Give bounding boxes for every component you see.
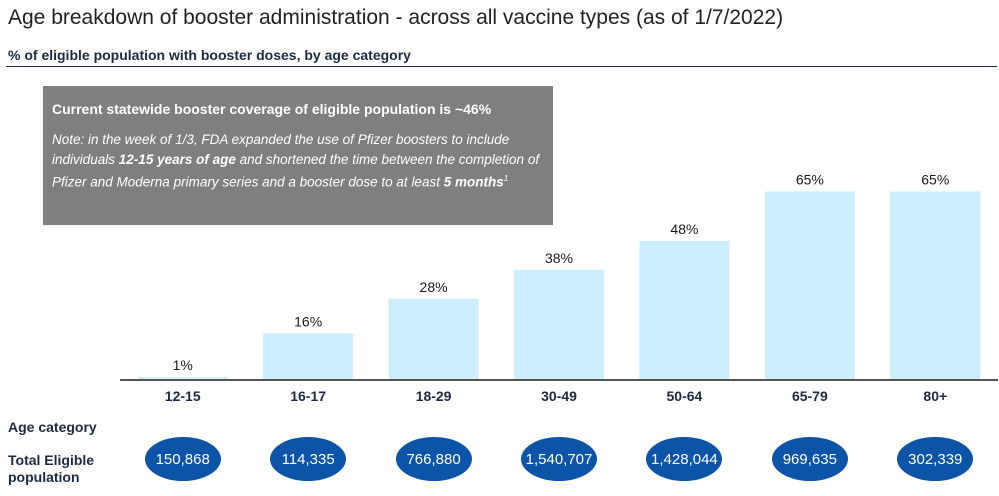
population-pill-30-49: 1,540,707 [521, 437, 597, 481]
population-pill-16-17: 114,335 [270, 437, 347, 481]
bar-50-64 [639, 240, 730, 380]
callout-note-age: 12-15 years of age [118, 151, 236, 167]
bar-18-29 [388, 298, 479, 380]
total-eligible-label: Total Eligible population [8, 452, 95, 485]
population-pill-50-64: 1,428,044 [646, 437, 723, 481]
tick-label-65-79: 65-79 [792, 388, 828, 404]
data-label-80+: 65% [921, 172, 949, 188]
bar-30-49 [514, 269, 604, 380]
coverage-callout: Current statewide booster coverage of el… [43, 86, 553, 225]
population-pill-18-29: 766,880 [395, 437, 472, 481]
bar-65-79 [764, 191, 855, 380]
tick-label-18-29: 18-29 [416, 388, 452, 404]
callout-note-text-2: and shortened the time between the compl… [52, 151, 540, 190]
callout-note-text: Note: in the week of 1/3, FDA expanded t… [52, 132, 510, 167]
tick-label-12-15: 12-15 [165, 388, 201, 404]
population-pill-65-79: 969,635 [771, 437, 848, 481]
tick-label-50-64: 50-64 [667, 388, 703, 404]
callout-note: Note: in the week of 1/3, FDA expanded t… [52, 130, 544, 192]
data-label-16-17: 16% [294, 314, 322, 330]
data-label-12-15: 1% [173, 357, 193, 373]
data-label-65-79: 65% [796, 172, 824, 188]
title-divider [6, 66, 997, 67]
data-label-50-64: 48% [670, 221, 698, 237]
callout-headline: Current statewide booster coverage of el… [52, 101, 492, 117]
footnote-marker: 1 [503, 174, 509, 183]
chart-title: Age breakdown of booster administration … [8, 6, 784, 29]
bar-16-17 [263, 333, 354, 380]
population-pill-12-15: 150,868 [144, 437, 221, 481]
tick-label-80+: 80+ [923, 388, 947, 404]
callout-note-months: 5 months [443, 174, 504, 190]
bar-12-15 [137, 377, 228, 380]
tick-label-16-17: 16-17 [290, 388, 326, 404]
population-pill-80+: 302,339 [897, 437, 974, 481]
data-label-30-49: 38% [545, 250, 573, 266]
tick-label-30-49: 30-49 [541, 388, 577, 404]
bar-80+ [890, 191, 981, 380]
age-category-label: Age category [8, 419, 97, 435]
data-label-18-29: 28% [420, 279, 448, 295]
chart-subtitle: % of eligible population with booster do… [8, 47, 411, 63]
